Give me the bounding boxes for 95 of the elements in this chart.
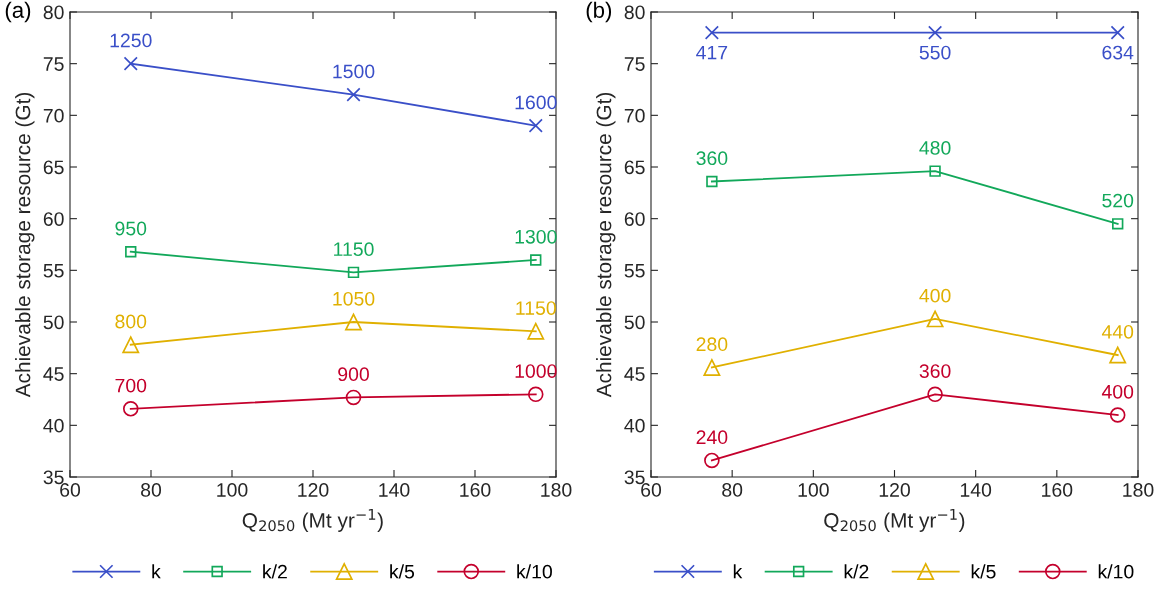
annotation: 400 — [1101, 384, 1134, 399]
y-tick-label: 60 — [624, 212, 645, 226]
x-tick-label: 80 — [722, 483, 743, 497]
y-tick-label: 75 — [624, 57, 645, 71]
annotation: 1500 — [333, 64, 375, 79]
annotation: 1150 — [516, 301, 556, 315]
y-tick-label: 45 — [624, 367, 645, 381]
point — [123, 56, 138, 71]
point — [703, 358, 721, 376]
annotation: 280 — [696, 337, 728, 352]
y-tick-label: 40 — [43, 418, 64, 433]
y-axis-title: Achievable storage resource (Gt) — [596, 92, 616, 398]
y-tick-label: 65 — [43, 160, 64, 175]
annotation: 360 — [696, 151, 728, 166]
y-tick-label: 55 — [624, 264, 645, 278]
y-tick-label: 40 — [624, 418, 645, 433]
y-tick-label: 70 — [624, 108, 645, 123]
legend-label: k/2 — [263, 564, 287, 579]
y-tick-label: 50 — [43, 315, 64, 330]
x-axis-title: Q$_{2050}$ (Mt yr$^{−1}$) — [242, 509, 383, 532]
x-axis-title: Q$_{2050}$ (Mt yr$^{−1}$) — [824, 509, 965, 532]
legend-label: k/10 — [1098, 564, 1134, 579]
annotation: 360 — [919, 364, 951, 378]
legend-label: k/10 — [517, 564, 552, 579]
point — [347, 266, 360, 279]
annotation: 634 — [1102, 45, 1134, 60]
annotation: 240 — [696, 430, 728, 445]
point — [704, 25, 719, 40]
y-tick-label: 80 — [43, 5, 64, 20]
annotation: 417 — [696, 45, 728, 60]
annotation: 950 — [115, 221, 147, 236]
point — [927, 25, 943, 40]
y-tick-label: 55 — [43, 264, 64, 278]
x-tick-label: 140 — [960, 483, 992, 497]
x-tick-label: 160 — [460, 483, 491, 497]
point — [527, 386, 544, 403]
point — [527, 322, 545, 340]
annotation: 900 — [338, 367, 369, 382]
point — [530, 254, 542, 266]
annotation: 400 — [919, 288, 951, 303]
point — [929, 165, 941, 177]
annotation: 1250 — [110, 33, 152, 48]
point — [528, 118, 543, 133]
y-tick-label: 80 — [624, 5, 645, 20]
annotation: 480 — [919, 141, 951, 155]
y-tick-label: 35 — [43, 470, 64, 485]
point — [122, 336, 140, 354]
x-tick-label: 60 — [60, 483, 81, 497]
annotation: 800 — [115, 314, 147, 329]
point — [346, 87, 361, 102]
y-axis-title: Achievable storage resource (Gt) — [15, 92, 35, 398]
annotation: 440 — [1101, 324, 1134, 339]
point — [704, 452, 720, 469]
y-tick-label: 75 — [43, 57, 64, 71]
annotation: 700 — [115, 378, 147, 393]
text: (a) — [5, 1, 31, 23]
y-tick-label: 70 — [43, 108, 64, 123]
annotation: 520 — [1102, 193, 1134, 208]
x-tick-label: 160 — [1042, 483, 1073, 497]
x-tick-label: 140 — [379, 483, 410, 497]
annotation: 550 — [919, 45, 951, 60]
point — [1109, 407, 1126, 423]
point — [122, 401, 139, 417]
point — [1110, 25, 1125, 40]
point — [706, 175, 718, 188]
annotation: 1050 — [333, 291, 375, 306]
point — [927, 386, 943, 403]
legend-label: k/5 — [390, 564, 415, 579]
annotation: 1000 — [515, 364, 557, 378]
legend-label: k/5 — [971, 564, 996, 579]
x-tick-label: 80 — [141, 483, 162, 497]
y-tick-label: 35 — [624, 470, 645, 485]
x-tick-label: 180 — [1123, 483, 1154, 497]
x-tick-label: 100 — [798, 483, 829, 497]
y-tick-label: 45 — [43, 367, 64, 381]
point — [345, 389, 362, 406]
y-tick-label: 60 — [43, 212, 64, 226]
x-tick-label: 180 — [541, 483, 572, 497]
text: (b) — [586, 1, 612, 23]
y-tick-label: 65 — [624, 160, 645, 175]
legend-label: k — [733, 564, 743, 579]
point — [926, 310, 944, 328]
legend-label: k/2 — [844, 564, 869, 579]
point — [1109, 346, 1127, 364]
x-tick-label: 120 — [298, 483, 329, 497]
x-tick-label: 100 — [217, 483, 248, 497]
annotation: 1150 — [334, 242, 374, 257]
point — [125, 246, 137, 258]
point — [345, 313, 362, 331]
x-tick-label: 60 — [641, 483, 662, 497]
point — [1112, 218, 1124, 230]
y-tick-label: 50 — [624, 315, 645, 330]
x-tick-label: 120 — [879, 483, 910, 497]
legend-label: k — [152, 564, 161, 579]
annotation: 1300 — [515, 229, 557, 244]
